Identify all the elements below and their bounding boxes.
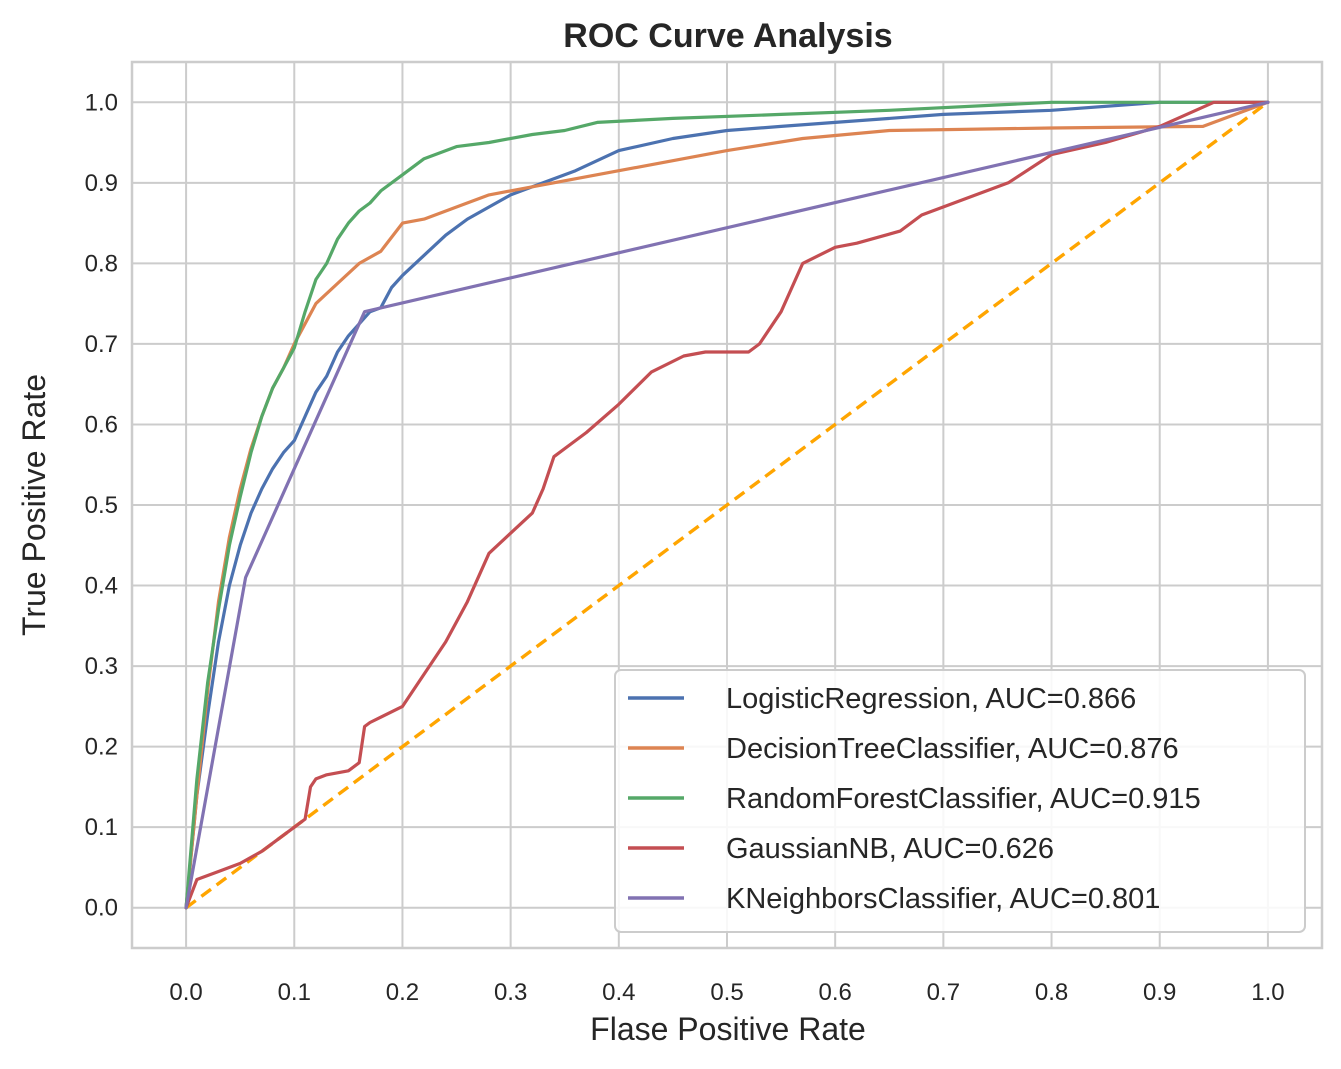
legend-box bbox=[614, 669, 1306, 933]
y-tick-label: 0.9 bbox=[85, 170, 118, 197]
y-tick-label: 0.2 bbox=[85, 734, 118, 761]
y-tick-label: 0.3 bbox=[85, 653, 118, 680]
series-lines bbox=[184, 100, 1270, 910]
x-tick-label: 0.1 bbox=[278, 979, 311, 1006]
series-line-3 bbox=[184, 100, 1270, 910]
legend-label: KNeighborsClassifier, AUC=0.801 bbox=[726, 883, 1160, 915]
x-tick-label: 0.8 bbox=[1035, 979, 1068, 1006]
legend-label: GaussianNB, AUC=0.626 bbox=[726, 833, 1054, 865]
diagonal-reference bbox=[185, 100, 1269, 910]
y-tick-labels: 0.0 0.1 0.2 0.3 0.4 0.5 0.6 0.7 0.8 0.9 1.0 bbox=[85, 89, 118, 921]
legend: LogisticRegression, AUC=0.866 DecisionTre… bbox=[614, 669, 1306, 933]
x-tick-label: 0.5 bbox=[710, 979, 743, 1006]
x-tick-label: 1.0 bbox=[1251, 979, 1284, 1006]
chart-title: ROC Curve Analysis bbox=[563, 17, 892, 55]
x-tick-label: 0.6 bbox=[818, 979, 851, 1006]
y-tick-label: 0.6 bbox=[85, 411, 118, 438]
y-tick-label: 0.5 bbox=[85, 492, 118, 519]
y-tick-label: 0.1 bbox=[85, 814, 118, 841]
legend-label: DecisionTreeClassifier, AUC=0.876 bbox=[726, 733, 1179, 765]
diagonal-line bbox=[185, 100, 1269, 910]
y-tick-label: 0.0 bbox=[85, 895, 118, 922]
x-axis-label: Flase Positive Rate bbox=[590, 1011, 866, 1047]
y-axis-label: True Positive Rate bbox=[16, 374, 52, 636]
x-tick-labels: 0.0 0.1 0.2 0.3 0.4 0.5 0.6 0.7 0.8 0.9 1.0 bbox=[169, 979, 1284, 1006]
y-tick-label: 0.8 bbox=[85, 250, 118, 277]
legend-label: RandomForestClassifier, AUC=0.915 bbox=[726, 783, 1201, 815]
y-tick-label: 0.4 bbox=[85, 573, 118, 600]
plot-frame bbox=[130, 60, 1324, 950]
series-line-5 bbox=[184, 100, 1270, 910]
series-line-2 bbox=[184, 100, 1270, 910]
x-tick-label: 0.4 bbox=[602, 979, 635, 1006]
y-tick-label: 0.7 bbox=[85, 331, 118, 358]
x-tick-label: 0.0 bbox=[169, 979, 202, 1006]
x-tick-label: 0.3 bbox=[494, 979, 527, 1006]
x-tick-label: 0.2 bbox=[386, 979, 419, 1006]
y-tick-label: 1.0 bbox=[85, 89, 118, 116]
series-line-4 bbox=[184, 100, 1270, 910]
x-tick-label: 0.7 bbox=[927, 979, 960, 1006]
legend-label: LogisticRegression, AUC=0.866 bbox=[726, 683, 1136, 715]
x-tick-label: 0.9 bbox=[1143, 979, 1176, 1006]
